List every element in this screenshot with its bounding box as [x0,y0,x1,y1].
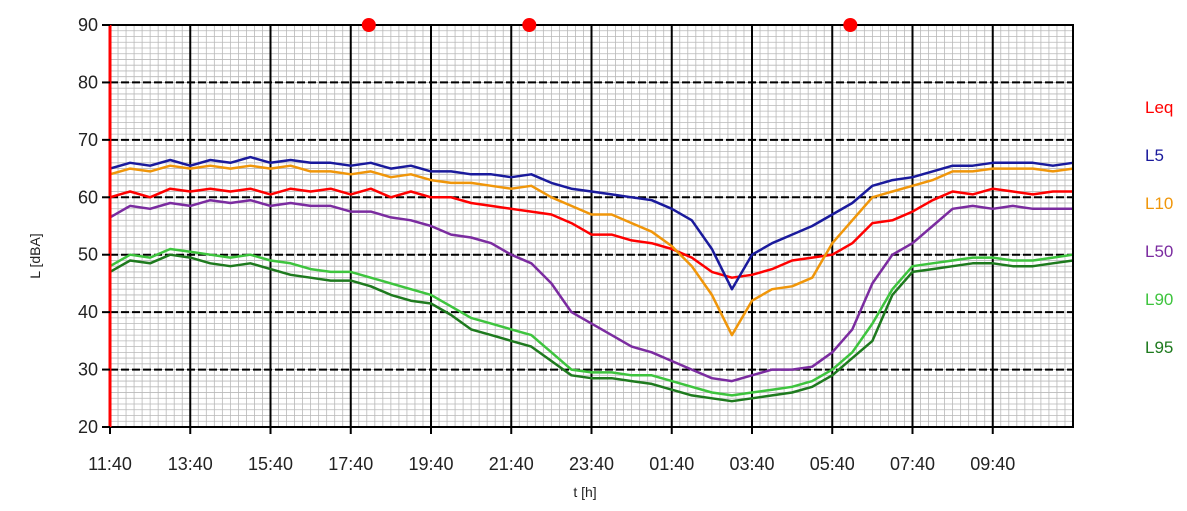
x-tick-label: 05:40 [810,454,855,474]
legend-entry-l50: L50 [1145,242,1173,261]
series-line-l50 [109,198,1073,383]
legend-entry-leq: Leq [1145,98,1173,117]
y-axis-title: L [dBA] [27,233,43,278]
y-tick-label: 80 [78,72,98,92]
x-tick-label: 15:40 [248,454,293,474]
series-line-l10 [109,164,1074,337]
series-line-l5 [109,155,1074,291]
event-marker-1 [361,18,376,32]
y-axis-ticks: 90 80 70 60 50 40 30 20 [78,15,110,437]
legend-entry-l10: L10 [1145,194,1173,213]
x-axis-ticks: 11:40 13:40 15:40 17:40 19:40 21:40 23:40 01:40… [88,427,1015,474]
event-marker-3 [843,18,858,32]
x-tick-label: 23:40 [569,454,614,474]
y-tick-label: 70 [78,130,98,150]
x-tick-label: 17:40 [328,454,373,474]
x-tick-label: 11:40 [88,454,132,474]
series-line-l95 [109,253,1074,403]
y-tick-label: 90 [78,15,98,35]
y-tick-label: 30 [78,360,98,380]
y-tick-label: 40 [78,302,98,322]
legend-entry-l5: L5 [1145,146,1164,165]
x-tick-label: 07:40 [890,454,935,474]
x-tick-label: 03:40 [729,454,774,474]
legend: Leq L5 L10 L50 L90 L95 [1145,98,1173,357]
x-axis-title: t [h] [573,484,596,500]
series-layer [109,155,1074,403]
x-tick-label: 19:40 [408,454,453,474]
x-tick-label: 13:40 [168,454,213,474]
event-marker-2 [522,18,537,32]
legend-entry-l95: L95 [1145,338,1173,357]
series-line-l90 [109,247,1074,397]
y-tick-label: 50 [78,245,98,265]
x-tick-label: 01:40 [649,454,694,474]
x-tick-label: 09:40 [970,454,1015,474]
y-tick-label: 60 [78,187,98,207]
legend-entry-l90: L90 [1145,290,1173,309]
y-tick-label: 20 [78,417,98,437]
x-tick-label: 21:40 [489,454,534,474]
marker-layer [361,18,858,32]
series-line-leq [109,187,1073,279]
